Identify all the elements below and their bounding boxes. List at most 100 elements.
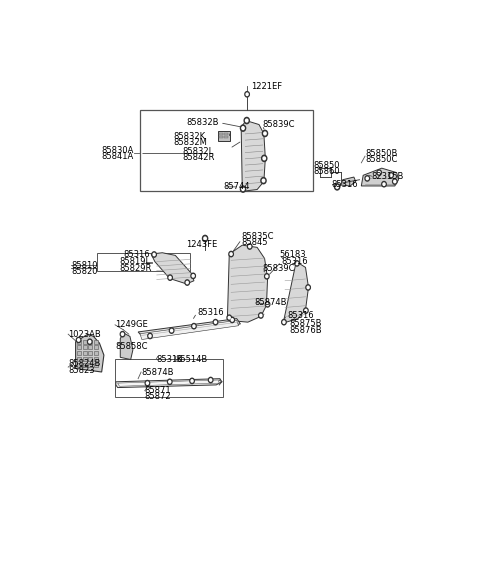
Text: 85850C: 85850C <box>365 155 397 164</box>
Bar <box>219 136 223 138</box>
Polygon shape <box>151 253 194 284</box>
Bar <box>77 345 81 349</box>
Text: 85830A: 85830A <box>101 146 133 155</box>
Bar <box>88 351 92 355</box>
Text: 85860: 85860 <box>313 167 339 176</box>
Circle shape <box>264 132 266 135</box>
Bar <box>77 339 81 343</box>
Circle shape <box>229 251 233 257</box>
Circle shape <box>228 317 230 319</box>
Text: 1221EF: 1221EF <box>252 81 283 91</box>
Bar <box>77 351 81 355</box>
Circle shape <box>153 253 155 255</box>
Circle shape <box>389 173 393 178</box>
Bar <box>115 359 223 397</box>
Circle shape <box>231 318 233 321</box>
Circle shape <box>383 183 385 186</box>
Polygon shape <box>138 318 240 338</box>
Text: 82315B: 82315B <box>372 172 404 181</box>
Text: 85832B: 85832B <box>186 118 219 127</box>
Circle shape <box>262 155 267 161</box>
Circle shape <box>248 244 252 249</box>
Circle shape <box>296 262 298 265</box>
Text: 85839C: 85839C <box>262 264 295 273</box>
Circle shape <box>149 335 151 337</box>
Text: 85819L: 85819L <box>120 257 151 266</box>
Circle shape <box>365 176 370 181</box>
Text: 85842R: 85842R <box>182 153 215 162</box>
Circle shape <box>305 309 307 312</box>
Circle shape <box>89 340 91 343</box>
Circle shape <box>230 253 232 255</box>
Circle shape <box>282 320 286 325</box>
Circle shape <box>283 321 285 323</box>
Circle shape <box>246 119 248 122</box>
Circle shape <box>245 91 249 97</box>
Text: 85876B: 85876B <box>289 325 322 335</box>
Circle shape <box>191 380 193 382</box>
Text: 1249GE: 1249GE <box>115 320 148 329</box>
Circle shape <box>240 186 246 192</box>
Text: 85316: 85316 <box>287 310 313 320</box>
Text: 85872: 85872 <box>145 392 171 402</box>
Bar <box>77 357 81 361</box>
Circle shape <box>87 339 92 344</box>
Circle shape <box>295 261 299 266</box>
Text: 85316: 85316 <box>197 308 224 317</box>
Text: 85845: 85845 <box>241 238 268 247</box>
Circle shape <box>168 275 172 280</box>
Circle shape <box>306 285 311 290</box>
Circle shape <box>264 273 269 279</box>
Text: 85871: 85871 <box>145 386 171 395</box>
Circle shape <box>259 313 263 318</box>
Circle shape <box>260 314 262 317</box>
Circle shape <box>240 125 246 131</box>
Circle shape <box>145 380 150 386</box>
Circle shape <box>169 380 171 383</box>
Polygon shape <box>116 379 222 388</box>
Text: 85316: 85316 <box>156 355 182 364</box>
Circle shape <box>266 275 268 277</box>
Circle shape <box>169 276 171 279</box>
Text: 56183: 56183 <box>279 250 306 260</box>
Circle shape <box>120 332 125 337</box>
Bar <box>83 345 87 349</box>
Text: 85835C: 85835C <box>241 232 274 241</box>
Circle shape <box>378 172 380 174</box>
Text: 85316: 85316 <box>123 250 150 260</box>
Circle shape <box>263 157 265 160</box>
Circle shape <box>213 320 218 325</box>
Circle shape <box>390 174 392 176</box>
Circle shape <box>394 180 396 183</box>
Text: 85841A: 85841A <box>101 152 133 161</box>
Circle shape <box>261 177 266 184</box>
Bar <box>88 362 92 366</box>
Text: 85744: 85744 <box>224 182 250 191</box>
Circle shape <box>377 170 382 175</box>
Circle shape <box>76 338 81 343</box>
Text: 85316: 85316 <box>332 180 358 188</box>
Circle shape <box>246 93 248 95</box>
Circle shape <box>152 252 156 257</box>
Text: 85874B: 85874B <box>141 368 174 376</box>
Polygon shape <box>118 380 219 386</box>
Circle shape <box>169 328 174 334</box>
Text: 85832M: 85832M <box>173 138 207 147</box>
Circle shape <box>242 127 244 129</box>
Circle shape <box>215 321 216 323</box>
Text: 85832K: 85832K <box>173 132 205 140</box>
Circle shape <box>366 177 368 180</box>
Circle shape <box>304 308 308 313</box>
Polygon shape <box>361 168 398 186</box>
Circle shape <box>168 379 172 384</box>
Text: 85316: 85316 <box>281 257 308 266</box>
Text: 85839C: 85839C <box>263 120 295 129</box>
Polygon shape <box>120 333 133 360</box>
Circle shape <box>336 186 338 188</box>
Circle shape <box>393 179 397 184</box>
Polygon shape <box>140 320 239 339</box>
Circle shape <box>249 245 251 248</box>
Circle shape <box>230 317 234 323</box>
Bar <box>88 357 92 361</box>
Bar <box>94 351 98 355</box>
